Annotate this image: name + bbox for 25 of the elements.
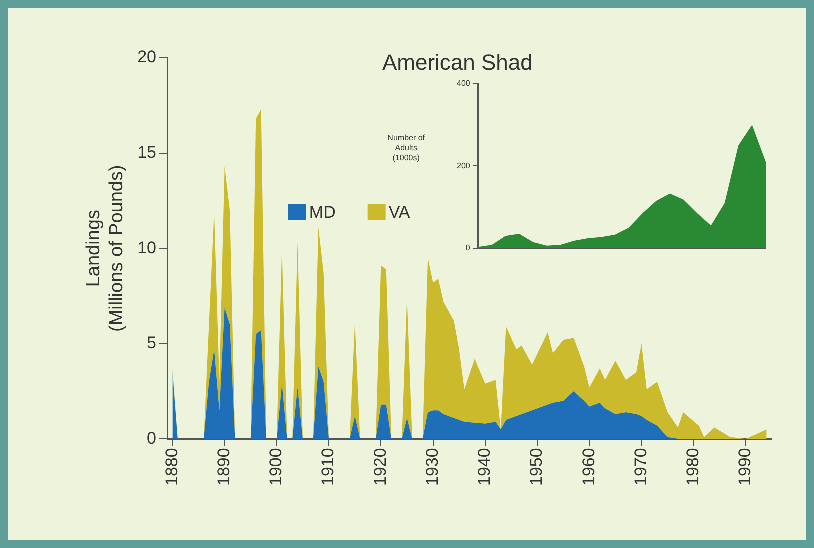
y-tick-label: 200 [456,161,471,170]
x-tick-label: 1890 [214,448,234,486]
y-axis-title: Number of Adults (1000s) [388,133,426,162]
y-tick-label: 0 [466,244,471,253]
x-tick-label: 1880 [162,448,182,486]
x-tick-label: 1940 [475,448,494,486]
x-tick-label: 1990 [736,448,755,486]
x-tick-label: 1910 [318,448,338,486]
x-tick-label: 1980 [684,448,703,486]
legend-label: MD [309,203,336,222]
x-tick-label: 1950 [527,448,546,486]
y-tick-label: 0 [147,428,157,448]
x-tick-label: 1920 [370,448,390,486]
legend-label: VA [388,203,411,222]
chart-title: American Shad [382,50,533,76]
x-tick-label: 1960 [579,448,598,486]
y-tick-label: 10 [138,238,157,258]
x-tick-label: 1900 [266,448,286,486]
y-tick-label: 20 [138,48,157,67]
y-axis-title: Landings (Millions of Pounds) [84,165,128,332]
y-tick-label: 15 [138,142,157,162]
x-tick-label: 1930 [422,448,442,486]
y-tick-label: 400 [456,79,471,88]
y-tick-label: 5 [147,334,157,353]
x-tick-label: 1970 [631,448,650,486]
